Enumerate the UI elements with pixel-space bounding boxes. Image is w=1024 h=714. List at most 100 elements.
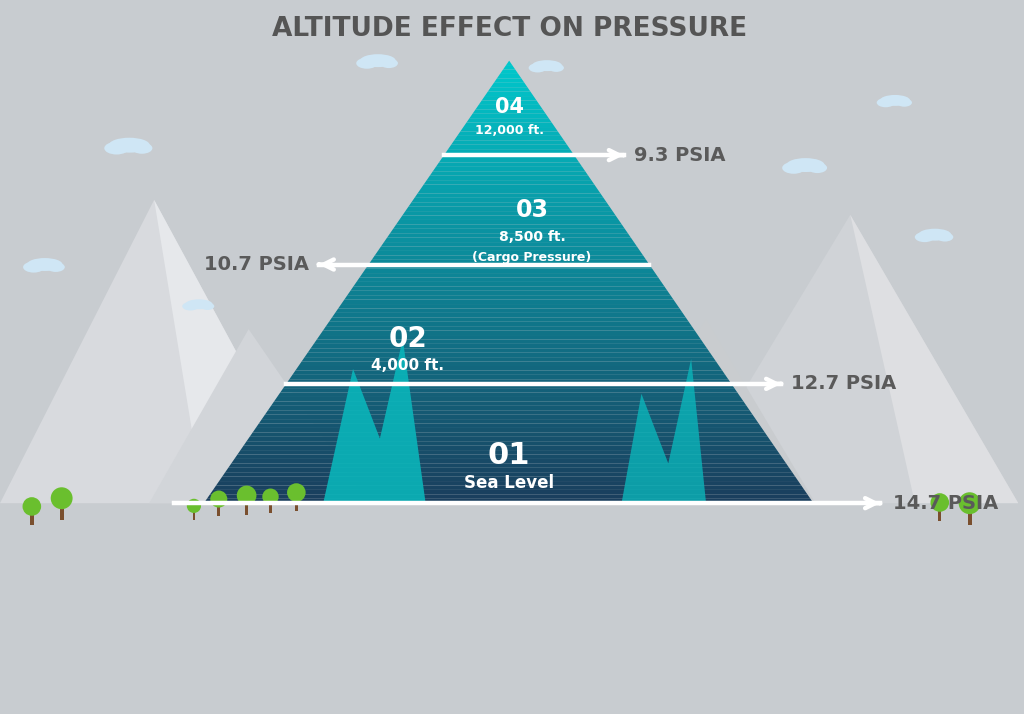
Text: 03: 03	[515, 198, 549, 222]
Ellipse shape	[877, 98, 895, 107]
Ellipse shape	[185, 299, 213, 309]
Ellipse shape	[782, 162, 805, 174]
Polygon shape	[475, 105, 543, 109]
Polygon shape	[271, 401, 746, 406]
Polygon shape	[424, 180, 594, 184]
Polygon shape	[402, 211, 615, 216]
Polygon shape	[307, 348, 710, 353]
Polygon shape	[503, 65, 515, 69]
Polygon shape	[362, 268, 655, 273]
Polygon shape	[234, 455, 783, 459]
Polygon shape	[497, 74, 521, 79]
Polygon shape	[464, 123, 555, 127]
Text: ALTITUDE EFFECT ON PRESSURE: ALTITUDE EFFECT ON PRESSURE	[271, 16, 746, 42]
Ellipse shape	[24, 261, 44, 273]
Bar	[295, 501, 298, 511]
Text: 8,500 ft.: 8,500 ft.	[499, 230, 565, 243]
Text: 14.7 PSIA: 14.7 PSIA	[893, 493, 998, 513]
Ellipse shape	[47, 262, 65, 272]
Polygon shape	[359, 273, 658, 278]
Polygon shape	[439, 158, 580, 162]
Polygon shape	[332, 313, 686, 317]
Circle shape	[237, 486, 256, 506]
Polygon shape	[369, 260, 649, 264]
Polygon shape	[350, 286, 668, 291]
Polygon shape	[244, 441, 774, 446]
Polygon shape	[396, 220, 622, 224]
Polygon shape	[210, 490, 807, 494]
Polygon shape	[241, 446, 777, 450]
Polygon shape	[326, 322, 692, 326]
Polygon shape	[356, 278, 662, 282]
Ellipse shape	[104, 142, 129, 154]
Ellipse shape	[380, 59, 398, 68]
Polygon shape	[506, 61, 512, 65]
Polygon shape	[587, 319, 815, 503]
Polygon shape	[393, 224, 625, 228]
Polygon shape	[409, 202, 609, 206]
Polygon shape	[216, 481, 802, 486]
Polygon shape	[353, 282, 665, 286]
Polygon shape	[458, 131, 561, 136]
Polygon shape	[316, 335, 700, 339]
Ellipse shape	[786, 158, 824, 172]
Polygon shape	[0, 200, 318, 503]
Polygon shape	[490, 83, 527, 87]
Text: Sea Level: Sea Level	[464, 474, 554, 492]
Polygon shape	[219, 477, 799, 481]
Polygon shape	[250, 433, 768, 437]
Polygon shape	[274, 397, 743, 401]
Bar	[938, 511, 941, 521]
Bar	[968, 513, 972, 525]
Polygon shape	[622, 359, 707, 503]
Polygon shape	[299, 361, 719, 366]
Polygon shape	[676, 215, 1018, 503]
Ellipse shape	[897, 99, 912, 106]
Bar	[245, 504, 249, 515]
Polygon shape	[427, 176, 591, 180]
Polygon shape	[412, 198, 606, 202]
Ellipse shape	[914, 232, 935, 242]
Circle shape	[51, 487, 73, 509]
Ellipse shape	[109, 138, 150, 153]
Polygon shape	[207, 494, 810, 499]
Polygon shape	[324, 339, 426, 503]
Polygon shape	[231, 459, 786, 463]
Polygon shape	[478, 101, 540, 105]
Text: 9.3 PSIA: 9.3 PSIA	[634, 146, 725, 165]
Ellipse shape	[356, 58, 378, 69]
Polygon shape	[466, 119, 552, 123]
Polygon shape	[290, 375, 728, 379]
Polygon shape	[445, 149, 573, 154]
Polygon shape	[375, 251, 643, 256]
Polygon shape	[296, 366, 722, 371]
Polygon shape	[484, 91, 534, 96]
Polygon shape	[262, 415, 756, 419]
Polygon shape	[494, 79, 524, 83]
Polygon shape	[344, 295, 674, 300]
Ellipse shape	[937, 233, 953, 241]
Circle shape	[23, 497, 41, 516]
Polygon shape	[430, 171, 588, 176]
Polygon shape	[481, 96, 537, 101]
Polygon shape	[222, 472, 796, 477]
Polygon shape	[265, 411, 753, 415]
Text: 01: 01	[487, 441, 530, 470]
Circle shape	[287, 483, 305, 502]
Bar	[30, 515, 34, 525]
Polygon shape	[433, 167, 586, 171]
Text: 04: 04	[495, 97, 523, 117]
Polygon shape	[390, 228, 628, 233]
Polygon shape	[487, 87, 530, 91]
Ellipse shape	[27, 258, 62, 271]
Polygon shape	[418, 189, 600, 193]
Text: 10.7 PSIA: 10.7 PSIA	[204, 255, 309, 274]
Polygon shape	[472, 109, 546, 114]
Polygon shape	[304, 353, 713, 357]
Polygon shape	[347, 291, 671, 295]
Polygon shape	[469, 114, 549, 119]
Polygon shape	[366, 264, 652, 268]
Polygon shape	[278, 393, 740, 397]
Circle shape	[931, 493, 949, 512]
Polygon shape	[436, 162, 583, 167]
